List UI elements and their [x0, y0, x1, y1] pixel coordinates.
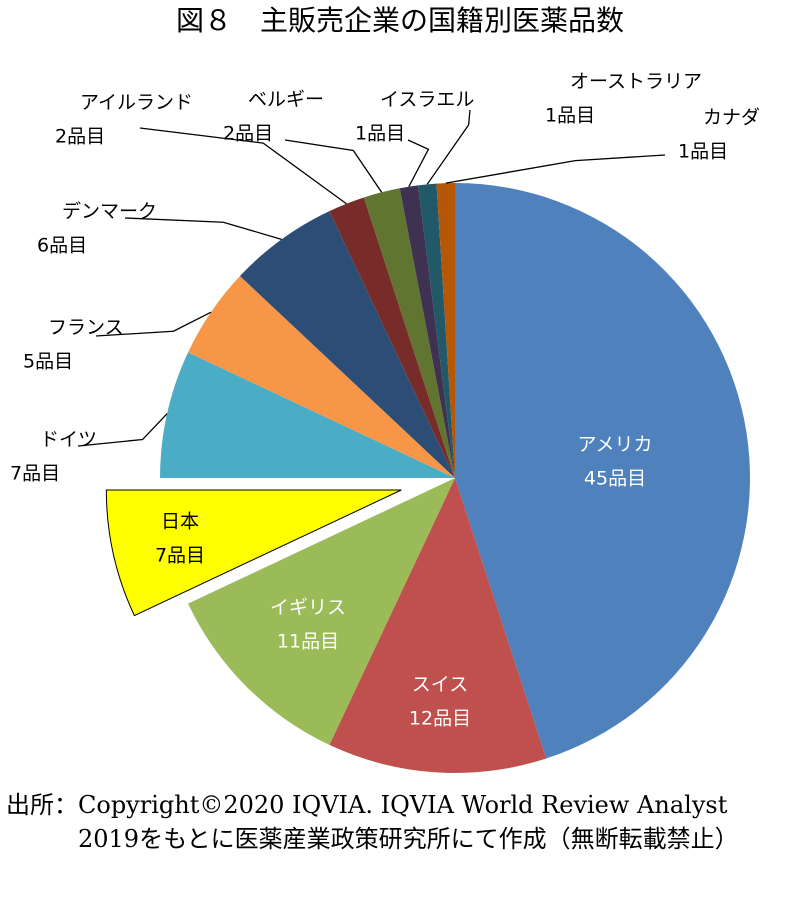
- source-label: 出所：: [6, 791, 78, 819]
- slice-label: ドイツ: [40, 429, 97, 451]
- slice-value-label: 7品目: [10, 463, 60, 485]
- slice-value-label: 5品目: [23, 351, 73, 373]
- pie-slice: [105, 489, 402, 617]
- leader-line: [407, 139, 430, 187]
- slice-value-label: 2品目: [55, 126, 105, 148]
- slice-label: アメリカ: [577, 434, 652, 456]
- pie-slice: [418, 183, 455, 479]
- slice-value-label: 1品目: [355, 123, 405, 145]
- leader-line: [77, 413, 168, 447]
- slice-value-label: 1品目: [545, 105, 595, 127]
- pie-slice: [436, 183, 455, 478]
- slice-label: スイス: [412, 674, 468, 696]
- leader-line: [284, 139, 383, 193]
- slice-label: アイルランド: [80, 92, 193, 114]
- slice-label: ベルギー: [248, 89, 324, 111]
- slice-label: オーストラリア: [570, 71, 702, 93]
- source-text: Copyright©2020 IQVIA. IQVIA World Review…: [78, 791, 739, 853]
- slice-label: デンマーク: [62, 201, 157, 223]
- source-note: 出所： Copyright©2020 IQVIA. IQVIA World Re…: [6, 788, 796, 856]
- chart-title: 図８ 主販売企業の国籍別医薬品数: [176, 4, 624, 37]
- slice-label: カナダ: [703, 107, 760, 129]
- pie-slice: [329, 478, 547, 773]
- slice-value-label: 7品目: [155, 545, 205, 567]
- pie-slice: [363, 188, 455, 478]
- slice-label: 日本: [161, 511, 199, 533]
- slice-value-label: 2品目: [223, 123, 273, 145]
- slice-label: フランス: [48, 317, 124, 339]
- slice-value-label: 6品目: [37, 235, 87, 257]
- leader-line: [124, 217, 282, 240]
- pie-slice: [329, 197, 455, 478]
- leader-line: [95, 311, 212, 337]
- slice-value-label: 11品目: [277, 631, 339, 653]
- pie-slice: [455, 183, 750, 759]
- slice-value-label: 12品目: [409, 708, 471, 730]
- leader-line: [445, 154, 666, 184]
- leader-line: [426, 109, 471, 185]
- slice-value-label: 45品目: [584, 468, 646, 490]
- pie-slice: [188, 276, 455, 478]
- leader-line: [139, 127, 347, 205]
- pie-slice: [188, 478, 455, 745]
- pie-slice: [239, 211, 455, 478]
- pie-slice: [399, 185, 455, 478]
- slice-label: イスラエル: [380, 89, 474, 111]
- slice-value-label: 1品目: [678, 141, 728, 163]
- slice-label: イギリス: [270, 597, 346, 619]
- pie-slice: [160, 352, 455, 478]
